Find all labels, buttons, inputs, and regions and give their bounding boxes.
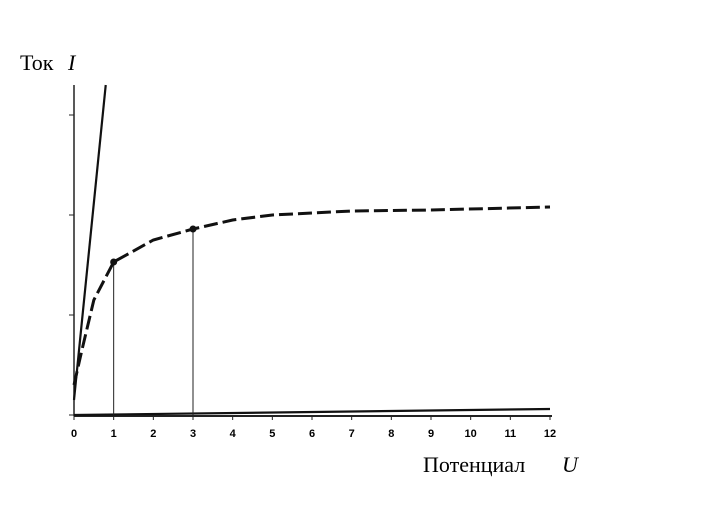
x-axis-label: Потенциал: [423, 452, 525, 477]
x-tick-label: 0: [71, 428, 77, 440]
x-tick-label: 9: [428, 428, 434, 440]
series-line: [73, 407, 551, 417]
point: [189, 225, 197, 233]
x-tick-label: 12: [544, 428, 556, 440]
series-line: [72, 205, 551, 386]
x-tick-label: 2: [150, 428, 156, 440]
y-axis-symbol: I: [67, 50, 77, 75]
x-tick-label: 3: [190, 428, 196, 440]
x-tick-label: 4: [230, 428, 237, 440]
x-tick-label: 6: [309, 428, 315, 440]
point: [110, 258, 118, 266]
x-axis-symbol: U: [562, 452, 580, 477]
x-tick-label: 10: [465, 428, 477, 440]
x-tick-label: 5: [269, 428, 275, 440]
y-axis-label: Ток: [20, 50, 54, 75]
series-line: [72, 84, 107, 401]
x-tick-label: 7: [349, 428, 355, 440]
x-tick-label: 8: [388, 428, 394, 440]
x-tick-label: 1: [111, 428, 117, 440]
x-tick-label: 11: [505, 428, 517, 440]
